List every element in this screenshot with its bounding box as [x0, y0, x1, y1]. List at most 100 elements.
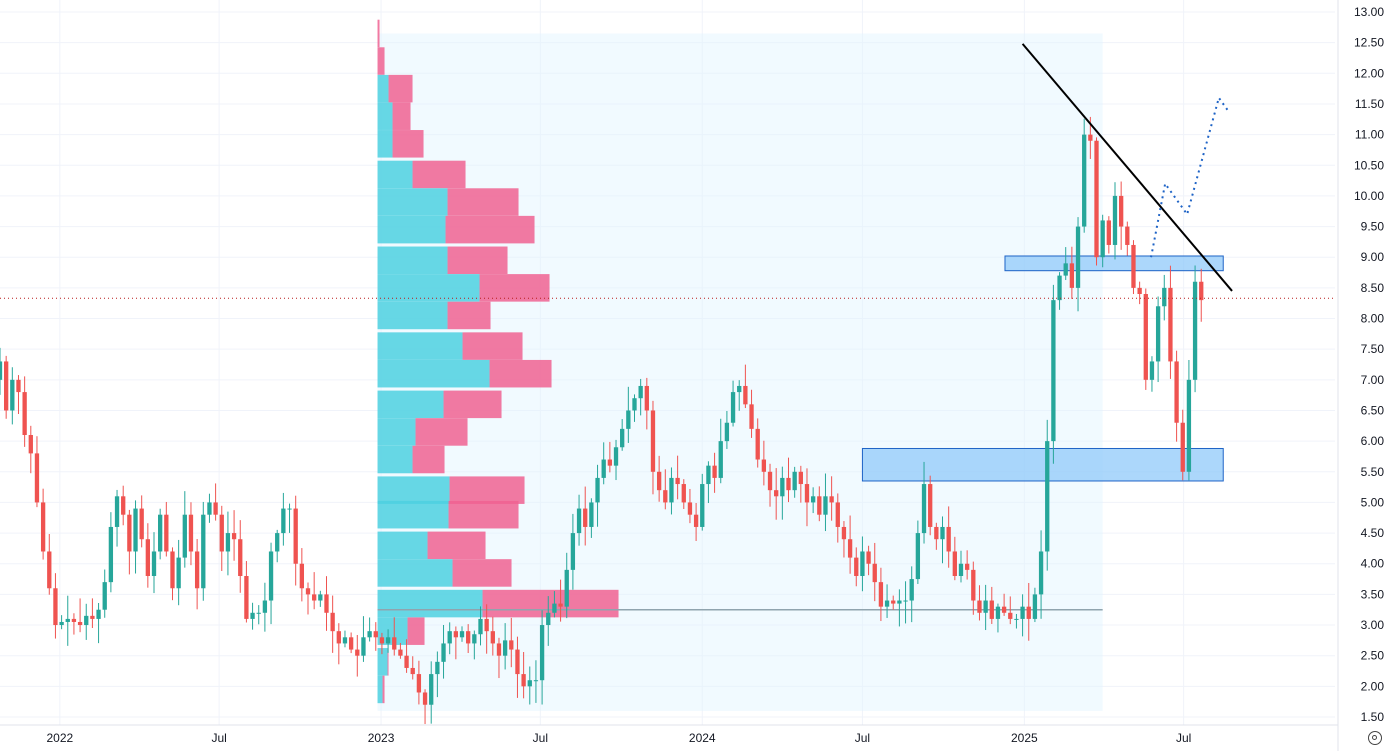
candle-body — [589, 502, 594, 527]
candle-body — [1032, 594, 1038, 619]
support-resistance-zones[interactable] — [861, 255, 1224, 482]
candle-body — [373, 631, 378, 638]
candle-body — [1001, 606, 1007, 613]
candle-body — [817, 496, 822, 515]
price-tick-label: 2.50 — [1361, 649, 1385, 663]
candle-body — [410, 667, 415, 675]
volume-profile-up-bar — [377, 531, 428, 560]
volume-profile-up-bar — [377, 102, 393, 130]
volume-profile-down-bar — [392, 130, 424, 158]
time-tick-label: 2022 — [46, 731, 73, 745]
candle-body — [841, 526, 847, 540]
candle-body — [786, 477, 791, 491]
candle-body — [971, 569, 976, 601]
candle-body — [0, 361, 3, 380]
candle-body — [607, 459, 613, 466]
volume-profile-down-bar — [412, 160, 466, 189]
candle-body — [1155, 306, 1161, 362]
candle-body — [934, 526, 939, 540]
candle-body — [40, 502, 46, 552]
candle-body — [1100, 220, 1105, 258]
candle-body — [774, 490, 779, 497]
volume-profile-up-bar — [377, 476, 450, 504]
volume-profile-up-bar — [377, 274, 480, 302]
candle-body — [1149, 361, 1155, 380]
candle-body — [472, 634, 477, 644]
time-tick-label: 2023 — [368, 731, 395, 745]
candle-body — [737, 385, 742, 393]
volume-profile-down-bar — [415, 418, 468, 446]
candle-body — [219, 514, 224, 552]
candle-body — [490, 631, 495, 644]
price-tick-label: 12.00 — [1354, 66, 1384, 80]
candle-body — [804, 484, 810, 503]
price-tick-label: 5.00 — [1361, 495, 1385, 509]
volume-profile-up-bar — [377, 589, 483, 618]
settings-gear-icon[interactable] — [1368, 731, 1382, 745]
candle-body — [416, 674, 422, 693]
candle-body — [151, 551, 157, 576]
price-tick-label: 9.50 — [1361, 220, 1385, 234]
price-tick-label: 11.50 — [1355, 97, 1384, 111]
volume-profile-up-bar — [377, 418, 416, 446]
candle-body — [1137, 287, 1142, 294]
volume-profile-up-bar — [377, 390, 444, 419]
candle-body — [90, 615, 95, 619]
volume-profile-down-bar — [382, 675, 385, 704]
candle-body — [792, 471, 797, 491]
volume-profile-down-bar — [482, 589, 619, 618]
candle-body — [348, 637, 354, 650]
candle-body — [897, 600, 902, 604]
price-axis[interactable]: 13.00 12.50 12.00 11.50 11.00 10.50 10.00 9.50 9… — [1337, 0, 1385, 751]
candle-body — [188, 514, 194, 552]
zone-rectangle — [1004, 255, 1224, 272]
candle-body — [650, 410, 656, 472]
volume-profile-up-bar — [377, 559, 453, 587]
candle-body — [884, 600, 890, 607]
candle-body — [656, 471, 662, 491]
candle-body — [355, 649, 360, 656]
candle-body — [1051, 300, 1056, 442]
candle-body — [429, 674, 434, 705]
candle-body — [909, 579, 914, 601]
candle-body — [1199, 281, 1204, 301]
candle-body — [964, 563, 970, 570]
candle-body — [398, 649, 403, 656]
time-axis[interactable]: 2022 Jul 2023 Jul 2024 Jul 2025 Jul — [0, 724, 1338, 745]
price-tick-label: 13.00 — [1354, 5, 1384, 19]
candle-body — [324, 594, 329, 613]
candle-body — [866, 551, 871, 564]
volume-profile-down-bar — [447, 246, 508, 275]
time-tick-label: 2025 — [1011, 731, 1038, 745]
candle-body — [1008, 612, 1013, 619]
candle-body — [379, 637, 385, 644]
volume-profile-up-bar — [377, 130, 393, 158]
candle-body — [1180, 422, 1185, 472]
candle-body — [730, 392, 736, 423]
candle-body — [1088, 134, 1093, 141]
volume-profile-down-bar — [407, 617, 425, 645]
volume-profile-down-bar — [377, 19, 380, 48]
time-tick-label: Jul — [855, 731, 870, 745]
candle-body — [16, 379, 21, 393]
candle-body — [576, 508, 582, 534]
candle-body — [330, 612, 335, 632]
candle-body — [1192, 281, 1198, 380]
candle-body — [675, 477, 680, 485]
candle-body — [22, 392, 27, 435]
price-tick-label: 3.00 — [1361, 618, 1385, 632]
candle-body — [595, 477, 600, 503]
volume-profile-down-bar — [445, 215, 535, 244]
candle-body — [496, 643, 502, 656]
drawings[interactable] — [1021, 43, 1233, 292]
candle-body — [133, 508, 138, 552]
candle-body — [638, 385, 643, 399]
price-tick-label: 6.50 — [1361, 403, 1385, 417]
price-tick-label: 10.00 — [1354, 189, 1384, 203]
volume-profile-down-bar — [489, 359, 552, 388]
price-candles[interactable] — [0, 116, 1204, 725]
volume-profile-down-bar — [447, 301, 491, 330]
price-tick-label: 4.50 — [1361, 526, 1385, 540]
candle-body — [453, 631, 459, 638]
